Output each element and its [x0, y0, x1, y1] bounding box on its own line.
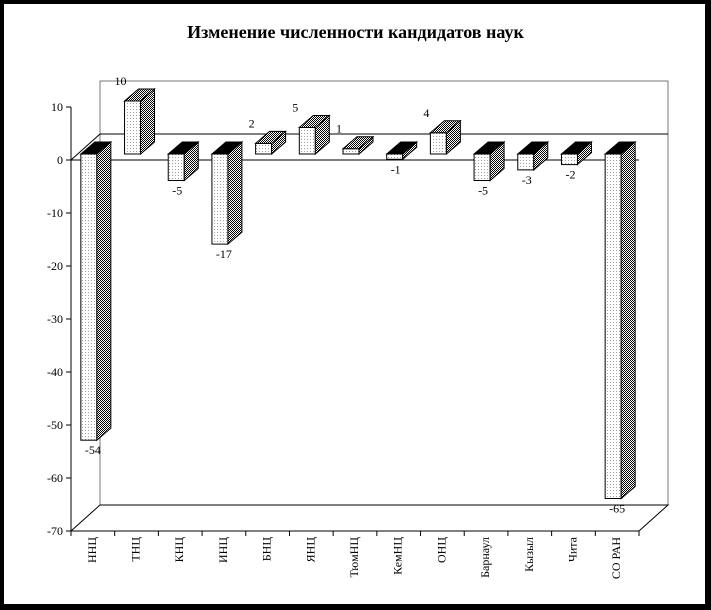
chart-panel: [4, 4, 705, 604]
y-tick-label: -50: [47, 418, 63, 432]
x-tick-label: ИНЦ: [216, 537, 230, 563]
bar-top: [341, 136, 375, 150]
bar-top: [429, 120, 462, 134]
data-label: -2: [565, 168, 575, 182]
bar-top: [166, 141, 200, 155]
bar-front: [211, 153, 229, 245]
bar-top: [297, 115, 331, 128]
bar-top: [560, 141, 593, 155]
bar-front: [167, 153, 185, 181]
bar-front: [517, 153, 535, 171]
bar-side: [227, 140, 243, 246]
data-label: -5: [172, 184, 182, 198]
bar-top: [79, 141, 113, 155]
data-label: -54: [85, 443, 101, 457]
bars: [79, 87, 637, 500]
x-tick-label: Барнаул: [478, 537, 492, 578]
bar-front: [124, 100, 142, 155]
bar-top: [603, 141, 637, 155]
x-tick-label: ОНЦ: [434, 537, 448, 563]
x-tick-label: КемНЦ: [391, 537, 405, 575]
y-tick-label: -20: [47, 259, 63, 273]
data-label: 4: [423, 106, 429, 120]
y-tick-label: 10: [51, 100, 63, 114]
data-label: 5: [292, 101, 298, 115]
bar-front: [342, 148, 360, 155]
floor: [69, 504, 670, 532]
x-tick-label: ТНЦ: [129, 537, 143, 562]
x-tick-label: ЯНЦ: [303, 537, 317, 563]
y-tick-label: -70: [47, 524, 63, 538]
labels: 10 0 -10 -20 -30 -40 -50 -60 -70 ННЦ ТНЦ КНЦ ИНЦ БНЦ Я…: [47, 74, 625, 579]
y-tick-label: -30: [47, 312, 63, 326]
y-tick-label: -60: [47, 471, 63, 485]
bar-top: [385, 141, 419, 155]
x-tick-label: Чита: [565, 536, 579, 562]
x-tick-label: ННЦ: [85, 537, 99, 563]
bar-front: [604, 153, 622, 499]
data-label: -3: [522, 173, 532, 187]
bar-top: [516, 141, 550, 155]
x-tick-label: Кызыл: [522, 537, 536, 572]
axes: [66, 80, 670, 536]
y-tick-label: -40: [47, 365, 63, 379]
x-tick-label: БНЦ: [260, 537, 274, 562]
x-tick-label: ТюмНЦ: [347, 537, 361, 578]
bar-front: [560, 153, 578, 166]
data-label: 10: [115, 74, 127, 88]
y-tick-label: 0: [57, 153, 63, 167]
bar-side: [96, 140, 112, 442]
bar-front: [473, 153, 491, 181]
data-label: -5: [478, 184, 488, 198]
bar-top: [123, 88, 156, 102]
x-tick-label: КНЦ: [172, 537, 186, 563]
chart-title: Изменение численности кандидатов наук: [187, 22, 524, 42]
data-label: -1: [391, 162, 401, 176]
bar-front: [80, 153, 98, 441]
bar-top: [472, 141, 506, 155]
zero-plane-edge: [70, 133, 101, 161]
y-tick-label: -10: [47, 206, 63, 220]
data-label: -65: [609, 502, 625, 516]
data-label: 2: [249, 116, 255, 130]
x-tick-label: СО РАН: [609, 537, 623, 579]
bar-top: [210, 141, 244, 155]
bar-side: [620, 140, 636, 500]
bar-top: [254, 130, 287, 144]
bar-front: [298, 127, 316, 155]
data-label: 1: [336, 122, 342, 136]
bar-front: [429, 132, 447, 155]
data-label: -17: [216, 247, 232, 261]
bar-front: [255, 142, 273, 155]
bar-front: [386, 153, 404, 160]
